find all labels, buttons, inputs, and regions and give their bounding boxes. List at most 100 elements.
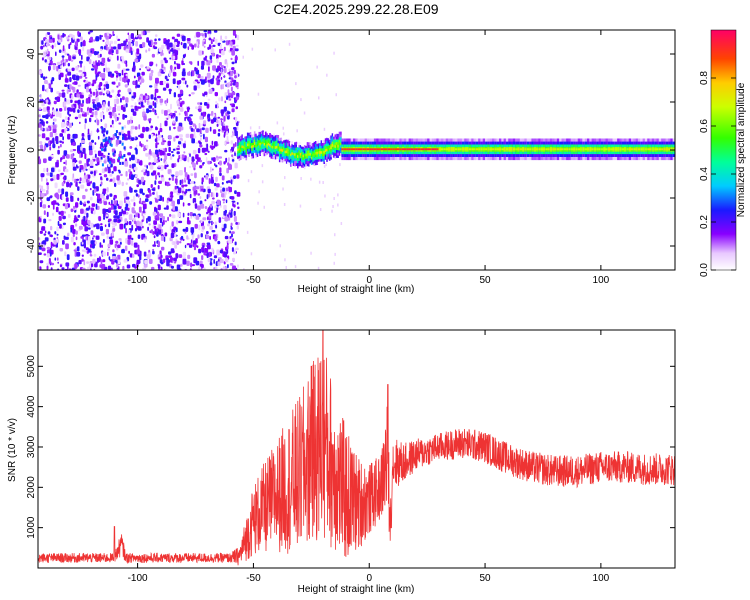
heatmap-cell: [180, 159, 182, 162]
heatmap-cell: [219, 167, 222, 173]
heatmap-cell: [194, 79, 199, 82]
heatmap-cell: [99, 242, 102, 248]
heatmap-cell: [313, 149, 316, 153]
heatmap-cell: [301, 164, 303, 168]
heatmap-cell: [190, 61, 193, 65]
heatmap-cell: [317, 148, 320, 152]
heatmap-cell: [303, 147, 306, 151]
heatmap-cell: [50, 267, 53, 270]
heatmap-cell: [182, 57, 184, 61]
heatmap-cell: [148, 109, 152, 113]
heatmap-cell: [201, 127, 205, 131]
heatmap-cell: [121, 69, 124, 76]
heatmap-cell: [512, 148, 516, 151]
heatmap-cell: [287, 148, 289, 152]
heatmap-cell: [308, 145, 310, 148]
heatmap-cell: [172, 148, 176, 151]
heatmap-cell: [204, 111, 207, 115]
heatmap-cell: [100, 223, 103, 226]
heatmap-cell: [211, 197, 215, 200]
heatmap-cell: [60, 172, 64, 175]
heatmap-cell: [136, 259, 141, 264]
heatmap-cell: [50, 87, 53, 93]
heatmap-cell: [330, 135, 332, 139]
heatmap-cell: [80, 103, 84, 107]
heatmap-cell: [308, 152, 310, 156]
heatmap-cell: [94, 68, 98, 75]
heatmap-cell: [188, 94, 191, 97]
heatmap-cell: [72, 74, 76, 81]
heatmap-cell: [76, 246, 80, 252]
heatmap-cell: [302, 157, 305, 160]
heatmap-cell: [612, 148, 615, 151]
heatmap-cell: [338, 150, 341, 154]
heatmap-cell: [229, 103, 233, 106]
heatmap-cell: [189, 193, 192, 199]
heatmap-cell: [413, 148, 416, 151]
heatmap-cell: [297, 149, 299, 153]
heatmap-cell: [67, 232, 70, 237]
heatmap-cell: [265, 134, 267, 138]
heatmap-cell: [157, 204, 161, 211]
heatmap-cell: [175, 171, 179, 177]
heatmap-cell: [492, 148, 495, 151]
heatmap-cell: [85, 98, 90, 104]
heatmap-cell: [136, 249, 140, 255]
heatmap-cell: [320, 161, 323, 165]
heatmap-cell: [670, 148, 673, 151]
heatmap-cell: [88, 40, 92, 43]
heatmap-cell: [68, 114, 72, 117]
heatmap-cell: [107, 251, 109, 257]
heatmap-cell: [309, 152, 312, 156]
heatmap-cell: [46, 87, 49, 93]
heatmap-cell: [647, 148, 650, 151]
heatmap-cell: [242, 55, 244, 59]
heatmap-cell: [70, 153, 74, 160]
heatmap-cell: [72, 141, 75, 146]
heatmap-cell: [138, 179, 142, 185]
heatmap-cell: [204, 206, 208, 210]
heatmap-cell: [298, 163, 300, 167]
heatmap-cell: [153, 97, 157, 101]
snr-series-line: [38, 330, 675, 566]
heatmap-cell: [102, 251, 107, 257]
heatmap-cell: [139, 197, 142, 204]
heatmap-cell: [263, 140, 266, 143]
heatmap-cell: [59, 133, 63, 137]
heatmap-cell: [74, 100, 79, 104]
heatmap-cell: [305, 158, 307, 162]
heatmap-cell: [225, 187, 230, 192]
heatmap-cell: [119, 200, 123, 207]
heatmap-cell: [324, 159, 327, 163]
heatmap-cell: [295, 163, 298, 166]
heatmap-cell: [71, 86, 74, 91]
heatmap-cell: [72, 233, 75, 238]
heatmap-cell: [83, 215, 86, 222]
heatmap-cell: [157, 156, 160, 160]
heatmap-cell: [179, 89, 183, 94]
heatmap-cell: [107, 243, 111, 248]
heatmap-cell: [230, 222, 233, 227]
heatmap-cell: [129, 119, 132, 124]
heatmap-cell: [161, 228, 163, 234]
heatmap-cell: [101, 57, 106, 64]
heatmap-cell: [284, 145, 287, 149]
heatmap-cell: [207, 244, 211, 250]
heatmap-cell: [129, 253, 133, 258]
heatmap-cell: [300, 98, 302, 102]
heatmap-cell: [631, 148, 634, 151]
heatmap-cell: [146, 108, 149, 114]
heatmap-cell: [167, 115, 171, 119]
heatmap-cell: [81, 113, 86, 117]
heatmap-cell: [299, 157, 302, 161]
heatmap-cell: [283, 139, 285, 143]
heatmap-cell: [88, 163, 90, 167]
heatmap-cell: [148, 102, 153, 106]
heatmap-cell: [282, 187, 284, 191]
heatmap-cell: [154, 112, 158, 116]
heatmap-cell: [212, 157, 216, 162]
heatmap-cell: [84, 76, 88, 79]
heatmap-cell: [153, 157, 157, 163]
heatmap-cell: [170, 203, 173, 207]
